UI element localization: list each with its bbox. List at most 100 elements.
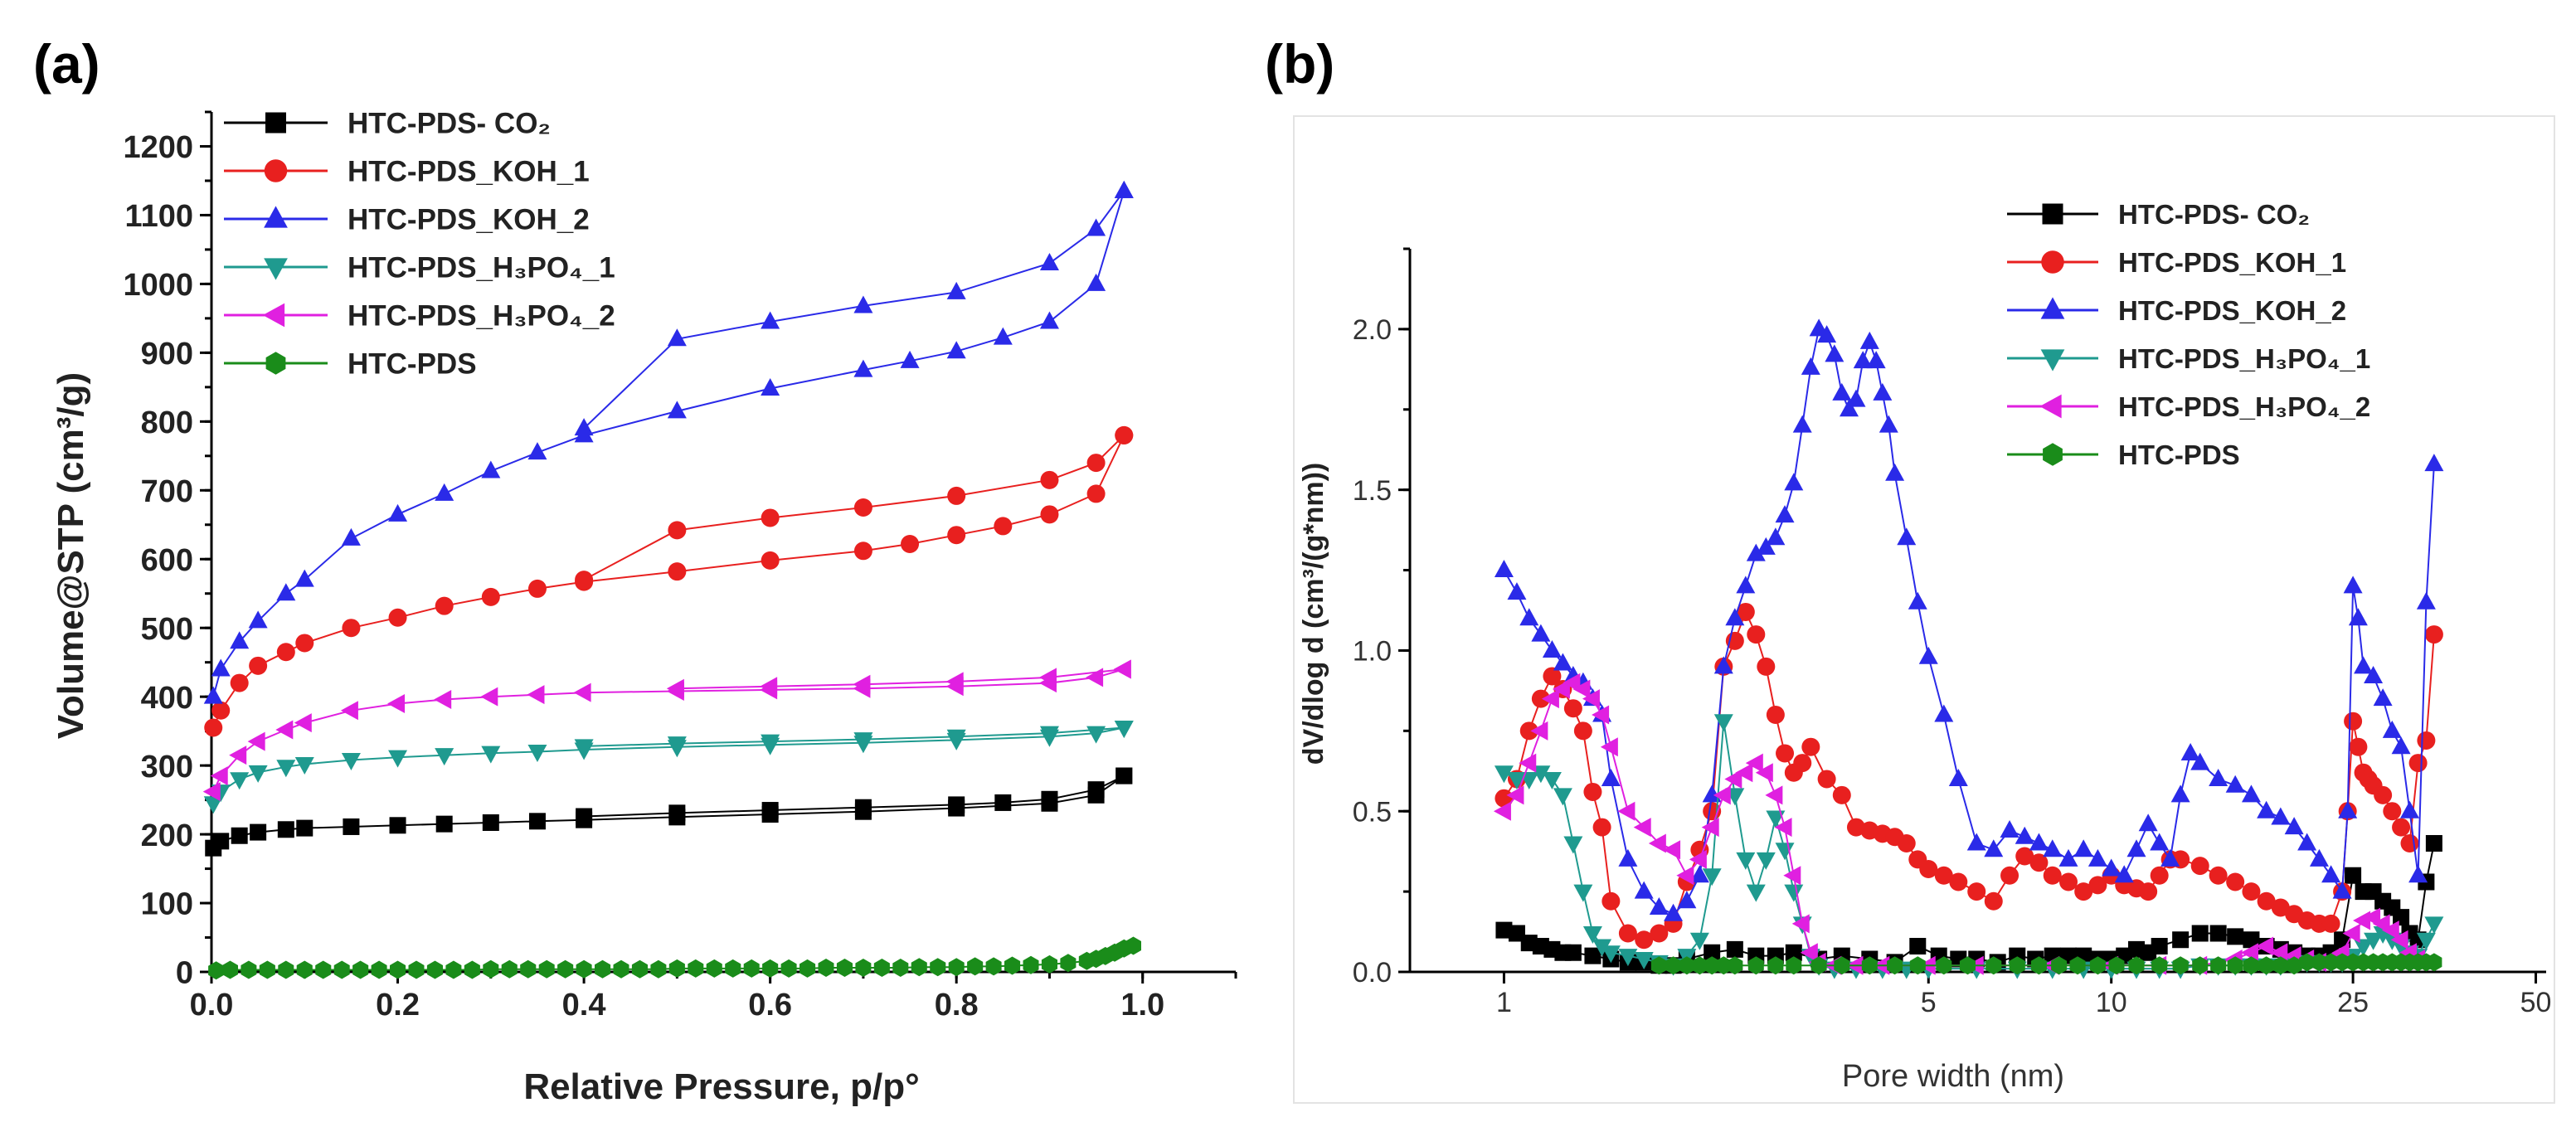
panel-b-point-htc-pds-koh-2 bbox=[2160, 848, 2180, 867]
panel-b-point-htc-pds-koh-2 bbox=[1832, 382, 1852, 401]
panel-a-point-htc-pds bbox=[408, 960, 425, 979]
panel-a-y-tick-label: 500 bbox=[141, 612, 193, 647]
panel-b-point-htc-pds bbox=[1834, 956, 1850, 975]
panel-b-x-tick-label: 5 bbox=[1921, 987, 1937, 1018]
panel-a-point-htc-pds-koh-1 bbox=[1040, 470, 1059, 489]
panel-a-point-htc-pds-koh-2 bbox=[761, 377, 780, 396]
panel-b-legend-marker-htc-pds-co bbox=[2042, 203, 2063, 225]
panel-b-point-htc-pds-koh-1 bbox=[2383, 802, 2402, 821]
panel-a-legend-marker-htc-pds-co bbox=[265, 112, 286, 134]
panel-b-point-htc-pds bbox=[2151, 956, 2168, 975]
panel-a-legend-label-htc-pds-h-po-2: HTC-PDS_H₃PO₄_2 bbox=[348, 300, 615, 333]
panel-a-plot-area: 0.0 0.2 0.4 0.6 0.8 1.0 0 100 200 300 400 500 600 700… bbox=[123, 110, 1237, 1022]
panel-a-point-htc-pds-h-po-2 bbox=[1113, 659, 1131, 679]
panel-a-point-htc-pds-h-po-1 bbox=[341, 752, 361, 770]
panel-a-point-htc-pds-co bbox=[948, 796, 965, 814]
panel-b-point-htc-pds-koh-2 bbox=[1756, 537, 1776, 555]
panel-a-point-htc-pds bbox=[1125, 936, 1141, 955]
panel-b-legend-marker-htc-pds-h-po-2 bbox=[2039, 394, 2062, 419]
panel-a-point-htc-pds-koh-1 bbox=[1086, 484, 1106, 503]
panel-a-legend-label-htc-pds-koh-1: HTC-PDS_KOH_1 bbox=[348, 156, 590, 188]
panel-b-point-htc-pds-co bbox=[2425, 834, 2442, 852]
panel-b-point-htc-pds-koh-1 bbox=[2139, 882, 2158, 901]
panel-b-legend-label-htc-pds-koh-1: HTC-PDS_KOH_1 bbox=[2118, 247, 2346, 278]
panel-b-point-htc-pds-h-po-2 bbox=[1689, 849, 1707, 869]
panel-b-point-htc-pds-h-po-2 bbox=[2342, 923, 2360, 943]
panel-a-legend: HTC-PDS- CO₂ HTC-PDS_KOH_1 HTC-PDS_KOH_2 HT… bbox=[224, 108, 615, 381]
panel-b-point-htc-pds-koh-2 bbox=[1677, 891, 1697, 909]
panel-b-point-htc-pds-koh-1 bbox=[1601, 891, 1621, 911]
panel-b-point-htc-pds-koh-2 bbox=[2284, 817, 2304, 835]
panel-b-point-htc-pds-koh-2 bbox=[2102, 858, 2122, 877]
panel-a-point-htc-pds bbox=[557, 959, 574, 979]
panel-b-point-htc-pds-koh-2 bbox=[1859, 331, 1879, 349]
panel-b-legend-marker-htc-pds-koh-2 bbox=[2040, 297, 2065, 319]
panel-b-point-htc-pds-koh-2 bbox=[1725, 608, 1745, 626]
panel-b-point-htc-pds-koh-2 bbox=[1984, 839, 2004, 857]
panel-a-point-htc-pds bbox=[706, 959, 722, 978]
panel-b-point-htc-pds-koh-1 bbox=[1934, 866, 1953, 885]
panel-a-y-tick-label: 1200 bbox=[123, 130, 193, 165]
panel-b-point-htc-pds-h-po-2 bbox=[1783, 866, 1801, 886]
panel-b-point-htc-pds-koh-1 bbox=[2344, 712, 2363, 731]
panel-a-point-htc-pds-co bbox=[854, 799, 872, 816]
panel-a-point-htc-pds bbox=[595, 959, 611, 979]
panel-b-point-htc-pds bbox=[2089, 956, 2106, 975]
panel-b-point-htc-pds-koh-1 bbox=[1583, 782, 1602, 801]
panel-a-point-htc-pds-co bbox=[482, 814, 499, 831]
panel-b-point-htc-pds-koh-2 bbox=[2073, 839, 2093, 857]
panel-a-point-htc-pds-h-po-2 bbox=[760, 677, 778, 697]
panel-a-point-htc-pds-h-po-1 bbox=[276, 760, 296, 778]
panel-b-point-htc-pds-koh-1 bbox=[2257, 891, 2276, 911]
panel-a-legend-label-htc-pds-koh-2: HTC-PDS_KOH_2 bbox=[348, 204, 590, 236]
panel-b-point-htc-pds-h-po-2 bbox=[1572, 679, 1591, 699]
panel-b-point-htc-pds-h-po-1 bbox=[1542, 771, 1562, 789]
panel-a-y-tick-label: 900 bbox=[141, 337, 193, 372]
panel-a-point-htc-pds-koh-2 bbox=[1039, 311, 1059, 329]
panel-b-point-htc-pds bbox=[2243, 956, 2259, 975]
panel-a-point-htc-pds-koh-2 bbox=[761, 311, 780, 329]
panel-b-point-htc-pds-koh-2 bbox=[2416, 591, 2436, 610]
panel-a-point-htc-pds-h-po-1 bbox=[481, 746, 501, 764]
panel-a-point-htc-pds-koh-2 bbox=[203, 686, 223, 704]
panel-b-point-htc-pds-koh-1 bbox=[1984, 891, 2003, 911]
panel-b-point-htc-pds-koh-1 bbox=[2374, 785, 2393, 804]
panel-a-legend-marker-htc-pds-koh-1 bbox=[264, 159, 288, 182]
panel-b-point-htc-pds-koh-1 bbox=[2400, 833, 2419, 852]
panel-a-point-htc-pds-h-po-2 bbox=[294, 713, 312, 733]
panel-b-point-htc-pds-koh-2 bbox=[1519, 608, 1539, 626]
panel-b-legend-marker-htc-pds-koh-1 bbox=[2041, 250, 2064, 274]
panel-a-point-htc-pds-co bbox=[761, 802, 779, 819]
panel-b-point-htc-pds-h-po-2 bbox=[1541, 689, 1559, 709]
panel-a-point-htc-pds-h-po-2 bbox=[387, 693, 406, 713]
panel-b-point-htc-pds-h-po-1 bbox=[1784, 884, 1804, 902]
panel-a-point-htc-pds-h-po-2 bbox=[210, 766, 228, 786]
panel-a-legend-marker-htc-pds-h-po-2 bbox=[262, 303, 285, 328]
panel-a-point-htc-pds bbox=[241, 960, 257, 979]
panel-b-point-htc-pds-koh-1 bbox=[2242, 882, 2261, 901]
panel-a-point-htc-pds bbox=[1041, 954, 1057, 974]
panel-b-point-htc-pds-koh-1 bbox=[1919, 859, 1938, 878]
panel-b-point-htc-pds-koh-1 bbox=[1793, 754, 1812, 773]
panel-a-point-htc-pds bbox=[296, 960, 313, 979]
panel-a-series-htc-pds-h-po-2 bbox=[202, 659, 1131, 802]
panel-b-point-htc-pds bbox=[1985, 956, 2002, 975]
panel-b-legend-label-htc-pds-co: HTC-PDS- CO₂ bbox=[2118, 199, 2310, 230]
panel-b-point-htc-pds bbox=[2108, 956, 2125, 975]
panel-a-point-htc-pds-h-po-2 bbox=[247, 731, 265, 751]
panel-a-y-tick-label: 400 bbox=[141, 681, 193, 716]
panel-b-point-htc-pds-koh-2 bbox=[2332, 881, 2352, 899]
panel-a-point-htc-pds-koh-1 bbox=[668, 562, 687, 581]
panel-a-point-htc-pds-koh-1 bbox=[947, 526, 966, 545]
panel-b-point-htc-pds-koh-1 bbox=[2150, 866, 2169, 885]
panel-b-point-htc-pds-koh-2 bbox=[2271, 807, 2291, 825]
panel-b-point-htc-pds-koh-2 bbox=[1494, 560, 1514, 578]
panel-a-legend-label-htc-pds: HTC-PDS bbox=[348, 348, 477, 381]
panel-b-point-htc-pds-co bbox=[1564, 944, 1582, 961]
panel-a-y-tick-label: 800 bbox=[141, 406, 193, 440]
panel-a-point-htc-pds-h-po-2 bbox=[340, 701, 358, 721]
panel-b-point-htc-pds bbox=[2009, 956, 2025, 975]
panel-b-point-htc-pds-h-po-2 bbox=[1724, 769, 1742, 789]
panel-b-series-htc-pds bbox=[1650, 953, 2442, 975]
